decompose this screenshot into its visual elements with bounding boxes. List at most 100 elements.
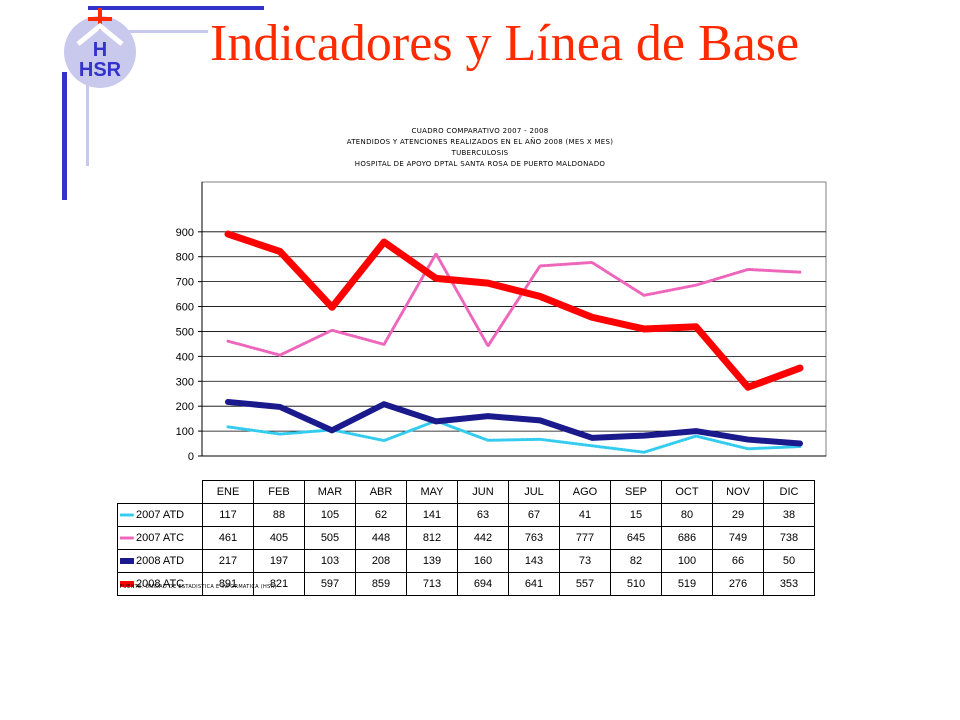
series-name: 2007 ATD — [136, 509, 185, 521]
data-label: 41 — [559, 503, 611, 527]
decorative-line-left-light — [86, 40, 89, 166]
y-tick-label: 800 — [176, 252, 194, 264]
data-label: 448 — [355, 526, 407, 550]
chart-source: FUENTE: UNIDAD DE ESTADISTICA E INFORMAT… — [120, 584, 277, 590]
chart-title-line: CUADRO COMPARATIVO 2007 - 2008 — [411, 127, 549, 135]
data-label: 276 — [712, 572, 764, 596]
table-row: 2007 ATD 117 88 105 62 141 63 67 41 15 80 29 38 — [117, 503, 815, 527]
data-label: 50 — [763, 549, 815, 573]
legend-key — [120, 558, 134, 565]
data-label: 160 — [457, 549, 509, 573]
legend-entry: 2008 ATC — [117, 572, 203, 596]
data-label: 557 — [559, 572, 611, 596]
data-label: 597 — [304, 572, 356, 596]
y-tick-label: 300 — [176, 376, 194, 388]
table-row: 2008 ATC 891 821 597 859 713 694 641 557 510 519 27… — [117, 572, 815, 596]
data-label: 442 — [457, 526, 509, 550]
data-label: 738 — [763, 526, 815, 550]
data-label: 29 — [712, 503, 764, 527]
data-label: 749 — [712, 526, 764, 550]
data-label: 713 — [406, 572, 458, 596]
table-row: ENE FEB MAR ABR MAY JUN JUL AGO SEP OCT NOV DIC — [118, 480, 815, 504]
data-label: 859 — [355, 572, 407, 596]
data-label: 686 — [661, 526, 713, 550]
y-tick-label: 900 — [176, 227, 194, 239]
legend-entry: 2007 ATC — [117, 526, 203, 550]
table-corner-cell — [118, 481, 203, 504]
data-label: 139 — [406, 549, 458, 573]
data-label: 763 — [508, 526, 560, 550]
series-name: 2008 ATD — [136, 555, 185, 567]
data-label: 38 — [763, 503, 815, 527]
data-label: 461 — [202, 526, 254, 550]
data-label: 777 — [559, 526, 611, 550]
decorative-line-top — [88, 6, 264, 10]
data-label: 821 — [253, 572, 305, 596]
chart-title-line: HOSPITAL DE APOYO DPTAL SANTA ROSA DE PU… — [354, 160, 606, 168]
data-label: 197 — [253, 549, 305, 573]
x-category-label: FEB — [253, 480, 305, 504]
x-category-label: ABR — [355, 480, 407, 504]
legend-entry: 2008 ATD — [117, 549, 203, 573]
x-category-label: OCT — [661, 480, 713, 504]
table-row: 2008 ATD 217 197 103 208 139 160 143 73 82 100 66 50 — [117, 549, 815, 573]
y-tick-label: 100 — [176, 426, 194, 438]
data-label: 73 — [559, 549, 611, 573]
data-label: 66 — [712, 549, 764, 573]
data-label: 105 — [304, 503, 356, 527]
x-category-label: DIC — [763, 480, 815, 504]
y-tick-label: 700 — [176, 277, 194, 289]
y-tick-label: 600 — [176, 302, 194, 314]
data-label: 208 — [355, 549, 407, 573]
y-tick-label: 500 — [176, 326, 194, 338]
series-line — [225, 398, 803, 447]
y-tick-label: 0 — [188, 451, 194, 463]
data-label: 641 — [508, 572, 560, 596]
data-label: 519 — [661, 572, 713, 596]
data-label: 88 — [253, 503, 305, 527]
data-label: 812 — [406, 526, 458, 550]
series-name: 2008 ATC — [136, 578, 185, 590]
data-label: 103 — [304, 549, 356, 573]
legend-key — [120, 581, 134, 588]
legend-key — [120, 536, 134, 540]
x-category-label: NOV — [712, 480, 764, 504]
svg-text:HSR: HSR — [79, 59, 122, 81]
data-label: 63 — [457, 503, 509, 527]
data-label: 15 — [610, 503, 662, 527]
legend-key — [120, 513, 134, 517]
data-label: 645 — [610, 526, 662, 550]
y-tick-label: 200 — [176, 401, 194, 413]
series-line — [224, 230, 804, 391]
data-label: 117 — [202, 503, 254, 527]
data-label: 891 — [202, 572, 254, 596]
decorative-line-left — [62, 72, 67, 200]
data-label: 141 — [406, 503, 458, 527]
data-label: 82 — [610, 549, 662, 573]
x-category-label: JUN — [457, 480, 509, 504]
data-label: 353 — [763, 572, 815, 596]
x-category-label: ENE — [202, 480, 254, 504]
data-label: 694 — [457, 572, 509, 596]
y-tick-label: 400 — [176, 351, 194, 363]
x-category-label: SEP — [610, 480, 662, 504]
chart-title-line: TUBERCULOSIS — [451, 149, 509, 157]
series-line — [226, 419, 802, 454]
x-category-label: MAR — [304, 480, 356, 504]
svg-text:H: H — [93, 39, 107, 61]
data-label: 217 — [202, 549, 254, 573]
data-label: 510 — [610, 572, 662, 596]
x-category-label: AGO — [559, 480, 611, 504]
chart-title: CUADRO COMPARATIVO 2007 - 2008 ATENDIDOS… — [200, 126, 760, 170]
table-row: 2007 ATC 461 405 505 448 812 442 763 777 645 686 74… — [117, 526, 815, 550]
data-label: 505 — [304, 526, 356, 550]
legend-entry: 2007 ATD — [117, 503, 203, 527]
data-label: 100 — [661, 549, 713, 573]
data-label: 80 — [661, 503, 713, 527]
data-label: 67 — [508, 503, 560, 527]
x-category-label: JUL — [508, 480, 560, 504]
data-label: 405 — [253, 526, 305, 550]
decorative-line-top-light — [88, 30, 208, 33]
data-label: 62 — [355, 503, 407, 527]
